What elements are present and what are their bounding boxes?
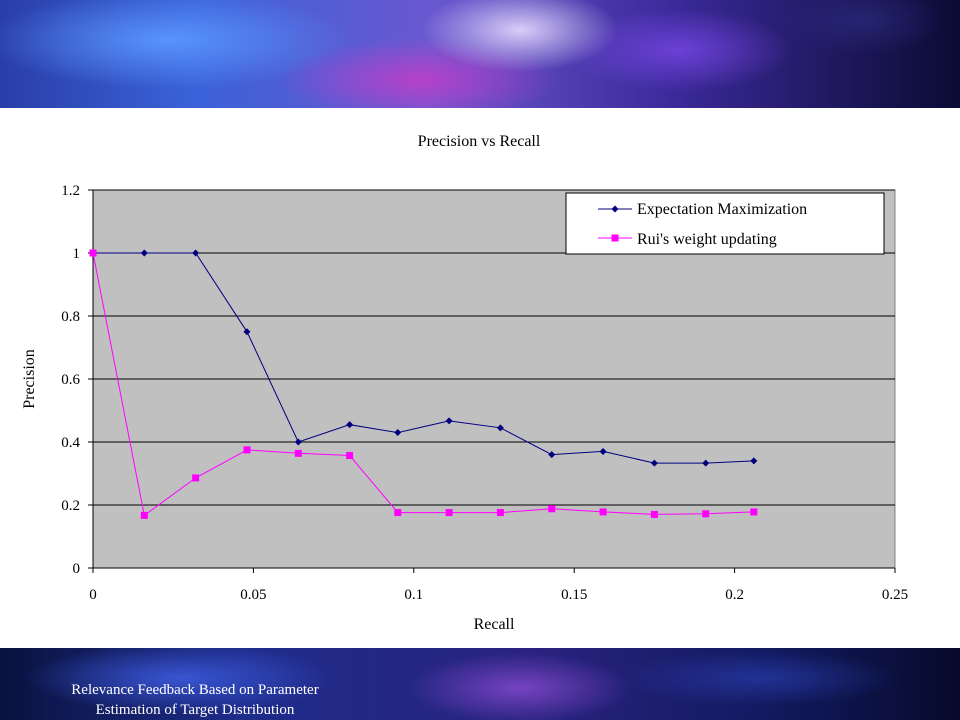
x-axis-label: Recall: [474, 616, 515, 633]
data-point-rui: [394, 509, 402, 517]
footer-bar: Relevance Feedback Based on Parameter Es…: [0, 648, 960, 720]
x-tick-label: 0.1: [404, 587, 423, 603]
y-tick-label: 0.8: [61, 309, 80, 325]
y-axis-ticks: 0 0.2 0.4 0.6 0.8 1 1.2: [61, 183, 93, 577]
y-tick-label: 0.2: [61, 498, 80, 514]
data-point-rui: [140, 511, 148, 519]
data-point-rui: [496, 509, 504, 517]
data-point-rui: [599, 508, 607, 516]
data-point-em: [496, 424, 504, 432]
data-point-rui: [89, 249, 97, 257]
legend-marker-rui: [611, 234, 619, 242]
data-point-em: [394, 429, 402, 437]
data-point-rui: [192, 474, 200, 482]
grid-lines: [93, 189, 895, 506]
footer-line-1: Relevance Feedback Based on Parameter: [71, 682, 319, 698]
footer-caption: Relevance Feedback Based on Parameter Es…: [20, 680, 370, 720]
data-point-em: [192, 249, 200, 257]
data-point-rui: [243, 446, 251, 454]
series-layer: [89, 249, 758, 519]
data-point-rui: [294, 449, 302, 457]
x-tick-label: 0.25: [882, 587, 908, 603]
legend-marker-em: [611, 205, 619, 213]
data-point-em: [599, 447, 607, 455]
data-point-rui: [750, 508, 758, 516]
data-point-rui: [702, 510, 710, 518]
y-tick-label: 0: [73, 561, 81, 577]
data-point-em: [294, 438, 302, 446]
data-point-em: [445, 417, 453, 425]
data-point-em: [140, 249, 148, 257]
chart-title: Precision vs Recall: [418, 133, 541, 150]
y-tick-label: 0.6: [61, 372, 80, 388]
data-point-em: [346, 421, 354, 429]
data-point-rui: [548, 505, 556, 513]
legend: Expectation Maximization Rui's weight up…: [565, 192, 885, 255]
data-point-em: [750, 457, 758, 465]
legend-label-em: Expectation Maximization: [637, 201, 807, 218]
data-point-em: [243, 328, 251, 336]
x-tick-label: 0: [89, 587, 97, 603]
x-tick-label: 0.05: [240, 587, 266, 603]
data-point-rui: [346, 452, 354, 460]
x-tick-label: 0.2: [725, 587, 744, 603]
y-tick-label: 1.2: [61, 183, 80, 199]
x-tick-label: 0.15: [561, 587, 587, 603]
y-tick-label: 1: [73, 246, 81, 262]
data-point-rui: [650, 510, 658, 518]
y-axis-label: Precision: [21, 349, 38, 409]
data-point-rui: [445, 509, 453, 517]
series-line-0: [93, 252, 754, 464]
header-background: [0, 0, 960, 108]
footer-line-2: Estimation of Target Distribution: [95, 702, 295, 718]
legend-label-rui: Rui's weight updating: [637, 231, 777, 248]
data-point-em: [650, 459, 658, 467]
y-tick-label: 0.4: [61, 435, 80, 451]
data-point-em: [702, 459, 710, 467]
series-line-1: [92, 252, 754, 517]
legend-box: [565, 192, 885, 255]
x-axis-ticks: 0 0.05 0.1 0.15 0.2 0.25: [89, 568, 908, 603]
data-point-em: [548, 451, 556, 459]
